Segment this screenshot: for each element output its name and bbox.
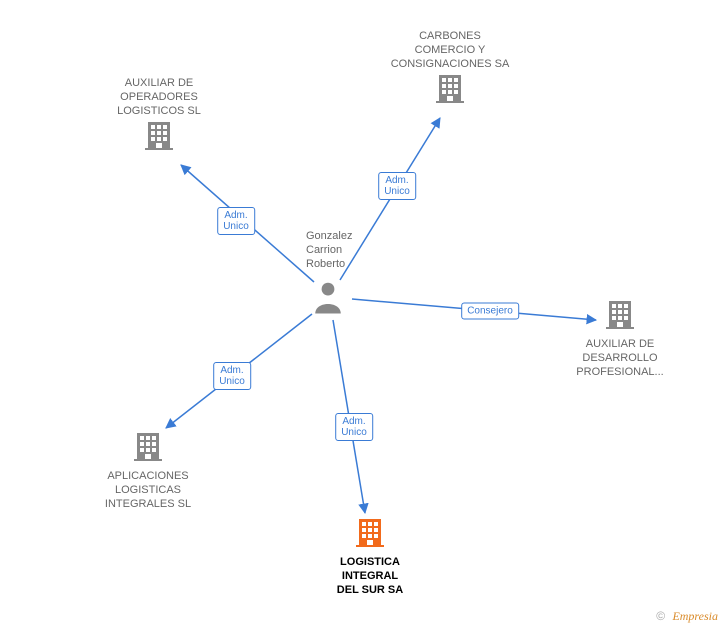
edge-label: Adm. Unico: [335, 413, 373, 441]
building-icon[interactable]: [604, 297, 636, 334]
building-icon[interactable]: [434, 71, 466, 108]
center-node-label: Gonzalez Carrion Roberto: [306, 230, 352, 271]
node-label: LOGISTICA INTEGRAL DEL SUR SA: [337, 556, 403, 597]
building-icon[interactable]: [354, 515, 386, 552]
watermark: © Empresia: [656, 609, 718, 624]
node-label: CARBONES COMERCIO Y CONSIGNACIONES SA: [391, 30, 510, 71]
building-icon[interactable]: [132, 429, 164, 466]
node-label: APLICACIONES LOGISTICAS INTEGRALES SL: [105, 470, 191, 511]
node-label: AUXILIAR DE DESARROLLO PROFESIONAL...: [576, 338, 663, 379]
edge-label: Consejero: [461, 303, 519, 320]
edge-label: Adm. Unico: [213, 362, 251, 390]
copyright-symbol: ©: [656, 609, 665, 623]
brand-name: Empresia: [672, 609, 718, 623]
building-icon[interactable]: [143, 118, 175, 155]
person-icon[interactable]: [311, 280, 345, 319]
node-label: AUXILIAR DE OPERADORES LOGISTICOS SL: [117, 77, 201, 118]
edge-label: Adm. Unico: [378, 172, 416, 200]
diagram-canvas: Gonzalez Carrion Roberto AUXILIAR DE OPER…: [0, 0, 728, 630]
edge-label: Adm. Unico: [217, 207, 255, 235]
